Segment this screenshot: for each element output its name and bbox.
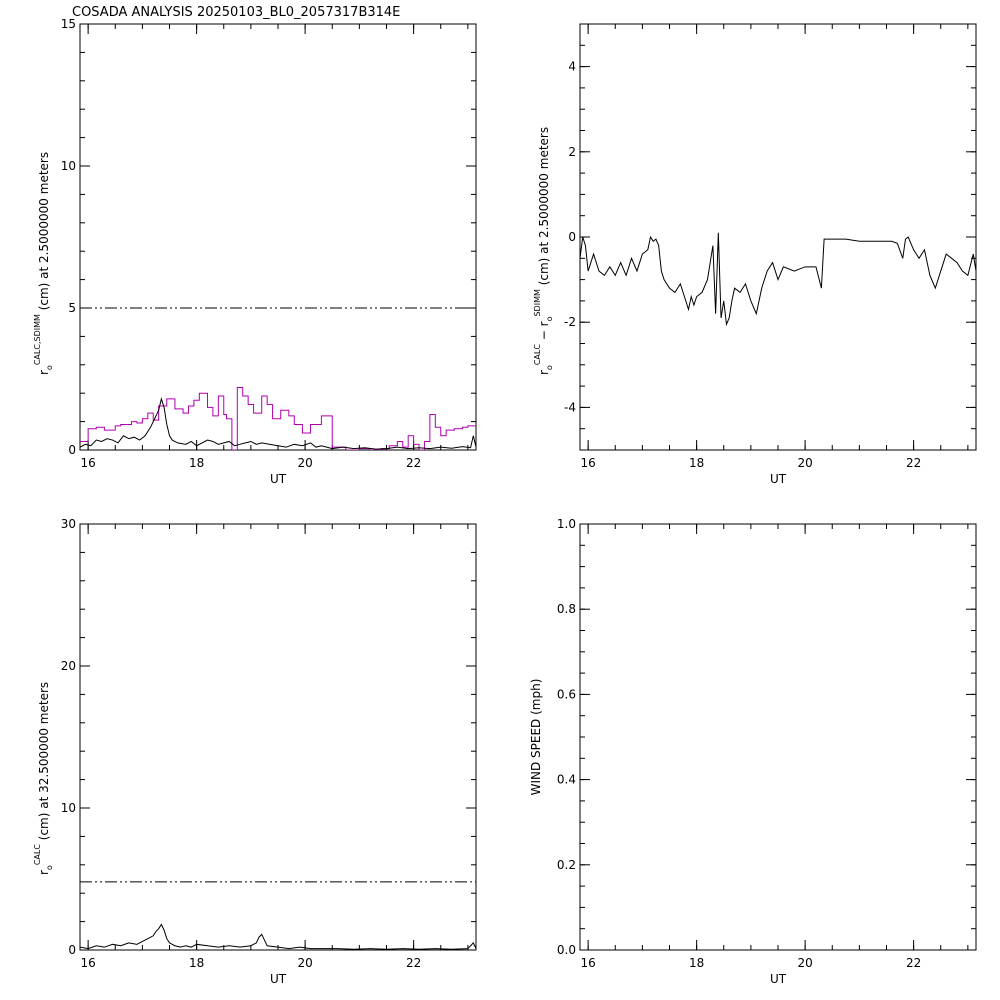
chart-panel-4: 16 18 20 22 0.0 0.2 0.4 0.6 0.8 1.0 UT WIND SPEED (… bbox=[529, 517, 977, 986]
y-tick-label: 0.0 bbox=[557, 943, 576, 957]
y-tick-label: 10 bbox=[61, 801, 76, 815]
x-axis-label: UT bbox=[270, 472, 287, 486]
series-line-1 bbox=[580, 232, 976, 327]
x-tick-label: 18 bbox=[189, 456, 204, 470]
x-tick-label: 18 bbox=[189, 956, 204, 970]
plot-frame bbox=[79, 523, 477, 951]
x-tick-label: 20 bbox=[297, 956, 312, 970]
x-tick-label: 16 bbox=[580, 956, 595, 970]
y-tick-label: 0.6 bbox=[557, 687, 576, 701]
y-tick-label: -2 bbox=[564, 315, 576, 329]
y-tick-label: 4 bbox=[568, 60, 576, 74]
y-tick-label: 30 bbox=[61, 517, 76, 531]
y-tick-label: 10 bbox=[61, 159, 76, 173]
y-tick-label: -4 bbox=[564, 400, 576, 414]
y-tick-label: 0 bbox=[568, 230, 576, 244]
x-tick-label: 16 bbox=[80, 456, 95, 470]
x-tick-label: 20 bbox=[797, 956, 812, 970]
x-tick-label: 18 bbox=[689, 456, 704, 470]
y-tick-label: 15 bbox=[61, 17, 76, 31]
figure-title: COSADA ANALYSIS 20250103_BL0_2057317B314… bbox=[72, 5, 400, 20]
x-tick-label: 16 bbox=[580, 456, 595, 470]
x-tick-label: 22 bbox=[906, 956, 921, 970]
y-axis-label: roCALC (cm) at 32.500000 meters bbox=[33, 682, 54, 875]
y-axis-label: roCALC,SDIMM (cm) at 2.5000000 meters bbox=[33, 152, 54, 375]
y-axis-label: WIND SPEED (mph) bbox=[529, 679, 543, 796]
x-axis-label: UT bbox=[770, 472, 787, 486]
chart-panel-1: 16 18 20 22 0 5 10 15 UT roCALC,SDIMM (cm) at 2.5… bbox=[33, 17, 477, 486]
y-tick-label: 20 bbox=[61, 659, 76, 673]
chart-panel-2: 16 18 20 22 -4 -2 0 2 4 UT roCALC − roSDIMM (cm) a… bbox=[533, 23, 977, 486]
y-tick-label: 0 bbox=[68, 443, 76, 457]
plot-frame bbox=[79, 23, 477, 451]
series-line-3 bbox=[80, 397, 476, 450]
x-axis-label: UT bbox=[270, 972, 287, 986]
x-tick-label: 20 bbox=[797, 456, 812, 470]
y-tick-label: 2 bbox=[568, 145, 576, 159]
chart-panel-3: 16 18 20 22 0 10 20 30 UT roCALC (cm) at 32.50000… bbox=[33, 517, 477, 986]
y-tick-label: 1.0 bbox=[557, 517, 576, 531]
plot-frame bbox=[579, 523, 977, 951]
x-axis-label: UT bbox=[770, 972, 787, 986]
y-tick-label: 0 bbox=[68, 943, 76, 957]
y-tick-label: 0.4 bbox=[557, 773, 576, 787]
x-tick-label: 22 bbox=[906, 456, 921, 470]
x-tick-label: 16 bbox=[80, 956, 95, 970]
y-axis-label: roCALC − roSDIMM (cm) at 2.5000000 meter… bbox=[533, 127, 554, 375]
plot-frame bbox=[579, 23, 977, 451]
x-tick-label: 22 bbox=[406, 956, 421, 970]
y-tick-label: 0.8 bbox=[557, 602, 576, 616]
y-tick-label: 5 bbox=[68, 301, 76, 315]
x-tick-label: 22 bbox=[406, 456, 421, 470]
series-line-2 bbox=[80, 923, 476, 950]
x-tick-label: 18 bbox=[689, 956, 704, 970]
series-line-2 bbox=[80, 387, 476, 450]
y-tick-label: 0.2 bbox=[557, 858, 576, 872]
x-tick-label: 20 bbox=[297, 456, 312, 470]
